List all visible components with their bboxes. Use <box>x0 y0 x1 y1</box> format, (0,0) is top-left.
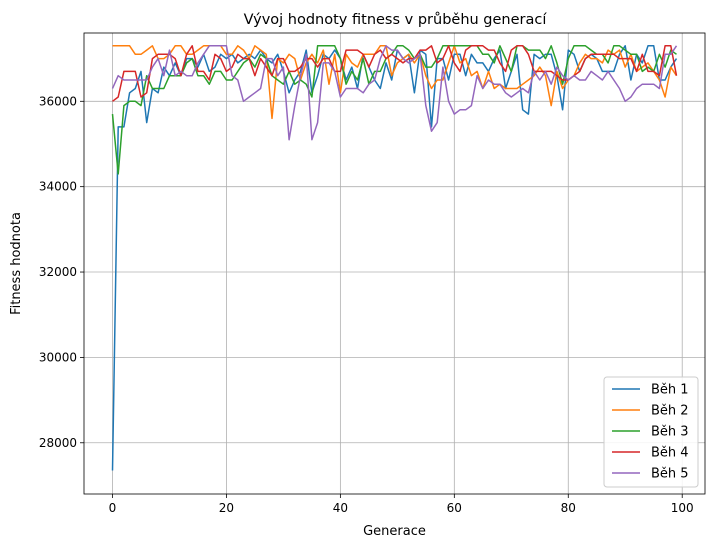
y-tick-label: 28000 <box>39 436 77 450</box>
series-line-1 <box>111 45 678 471</box>
series-lines <box>111 45 678 471</box>
legend-label-5: Běh 5 <box>651 467 689 482</box>
y-tick-label: 32000 <box>39 265 77 279</box>
y-tick-label: 34000 <box>39 180 77 194</box>
series-line-4 <box>112 45 678 102</box>
x-tick-label: 100 <box>671 501 694 515</box>
x-tick-label: 0 <box>109 501 117 515</box>
y-tick-label: 30000 <box>39 350 77 364</box>
legend-label-2: Běh 2 <box>651 404 689 419</box>
x-tick-label: 60 <box>447 501 462 515</box>
x-tick-label: 40 <box>333 501 348 515</box>
series-line-5 <box>111 45 678 141</box>
x-tick-label: 20 <box>219 501 234 515</box>
series-line-2 <box>112 45 678 120</box>
legend: Běh 1 Běh 2 Běh 3 Běh 4 Běh 5 <box>603 376 699 488</box>
legend-label-4: Běh 4 <box>651 446 689 461</box>
x-tick-label: 80 <box>561 501 576 515</box>
y-tick-label: 36000 <box>39 94 77 108</box>
x-axis-label: Generace <box>363 524 426 539</box>
y-axis-label: Fitness hodnota <box>9 212 24 315</box>
chart-title: Vývoj hodnoty fitness v průběhu generací <box>244 12 548 28</box>
grid-lines <box>84 33 705 494</box>
axis-ticks: 0 20 40 60 80 100 28000 30000 32000 34000 36000 <box>39 94 694 515</box>
legend-box <box>603 376 699 488</box>
plot-frame <box>83 32 706 495</box>
legend-label-1: Běh 1 <box>651 383 689 398</box>
legend-label-3: Běh 3 <box>651 425 689 440</box>
